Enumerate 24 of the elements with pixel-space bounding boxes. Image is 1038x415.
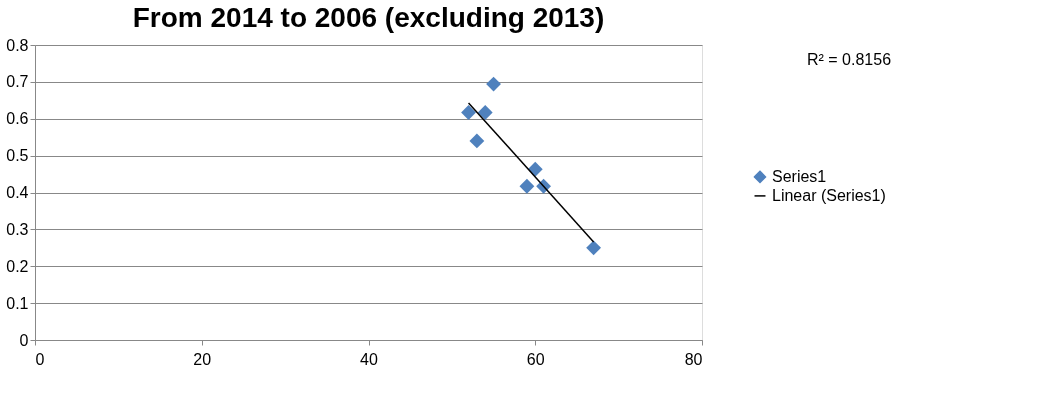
point (477, 105, 493, 120)
point (461, 105, 476, 120)
y-tick-label: 0.6 (6, 110, 29, 128)
x-tick-label: 40 (360, 350, 378, 368)
y-tick-label: 0.4 (6, 184, 29, 201)
x-tick-label: 60 (526, 350, 545, 368)
y-tick-label: 0.1 (6, 294, 29, 312)
y-tick-label: 0.5 (6, 147, 29, 165)
legend-label: Linear (Series1) (772, 186, 886, 204)
y-tick-label: 0 (19, 331, 29, 349)
x-tick-label: 80 (684, 350, 703, 368)
chart-title: From 2014 to 2006 (excluding 2013) (132, 2, 605, 33)
x-tick-label: 0 (35, 350, 45, 368)
text: R² = 0.8156 (807, 51, 892, 68)
legend-label: Series1 (772, 167, 827, 185)
x-tick-label: 20 (193, 350, 212, 368)
point (586, 240, 602, 256)
y-tick-label: 0.2 (6, 257, 29, 275)
point (519, 178, 535, 194)
y-tick-label: 0.7 (6, 73, 29, 91)
point (469, 133, 485, 149)
y-tick-label: 0.3 (6, 220, 29, 238)
point (486, 76, 501, 92)
y-tick-label: 0.8 (6, 36, 29, 54)
